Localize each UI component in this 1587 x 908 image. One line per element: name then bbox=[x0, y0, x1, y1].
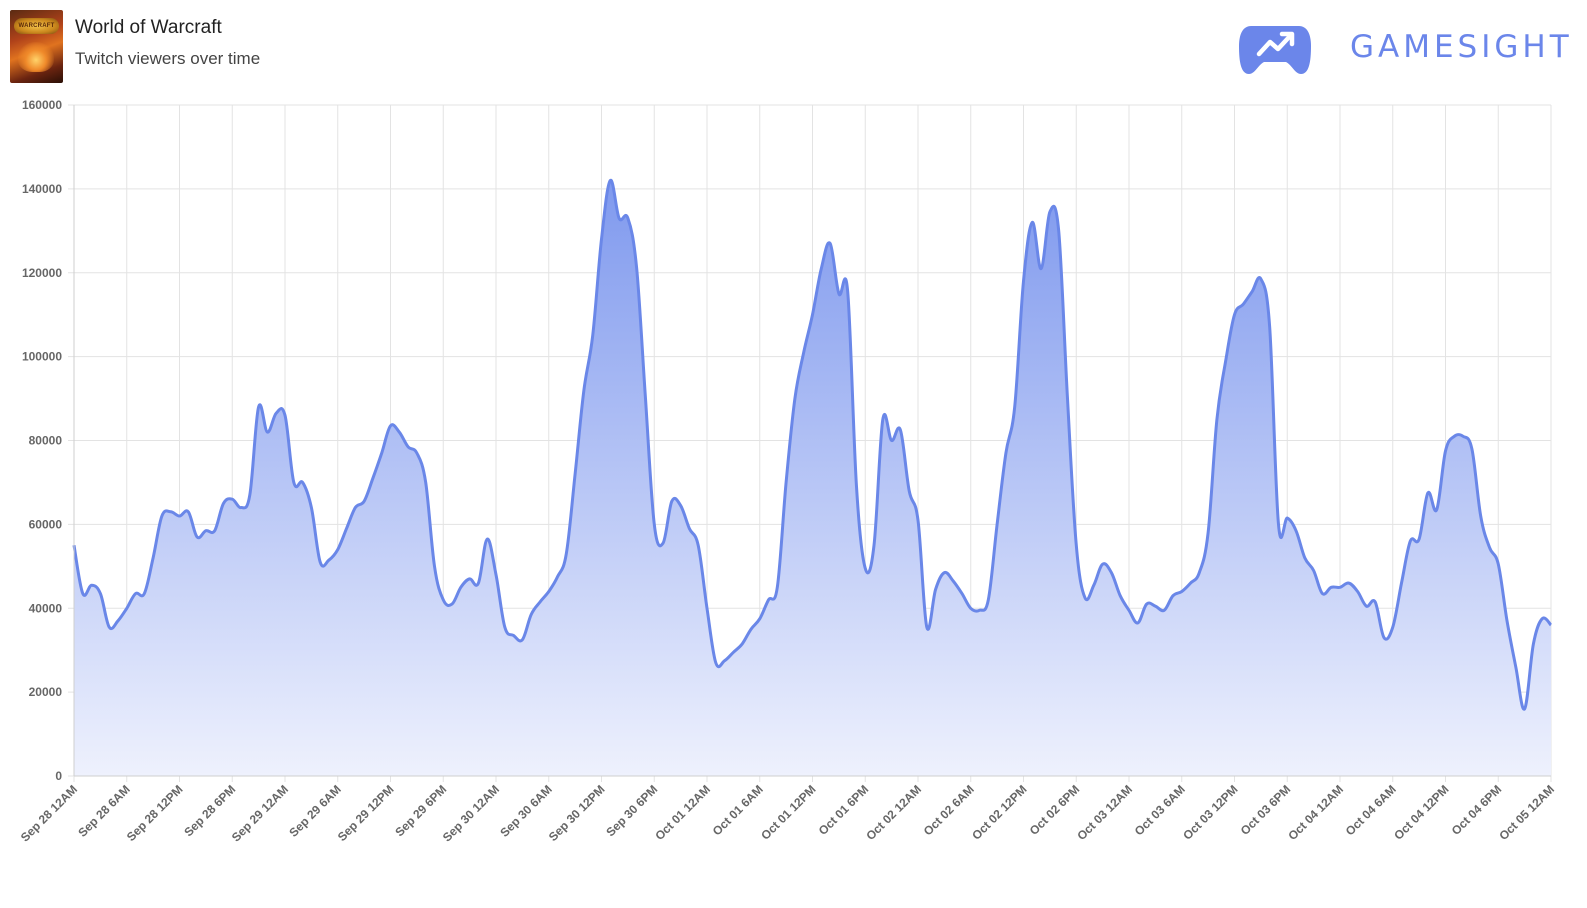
x-tick-label: Oct 02 6PM bbox=[1027, 782, 1083, 838]
x-tick-label: Sep 29 6PM bbox=[392, 782, 449, 839]
x-tick-label: Oct 04 6PM bbox=[1449, 782, 1505, 838]
x-tick-label: Oct 03 12AM bbox=[1074, 782, 1135, 843]
brand-name: GAMESIGHT bbox=[1350, 29, 1573, 65]
x-tick-label: Sep 29 12AM bbox=[229, 782, 291, 844]
y-tick-label: 0 bbox=[55, 769, 62, 783]
x-tick-label: Oct 02 12AM bbox=[863, 782, 924, 843]
y-tick-label: 60000 bbox=[29, 517, 63, 531]
x-tick-label: Oct 02 12PM bbox=[969, 782, 1029, 842]
x-tick-label: Oct 01 12AM bbox=[652, 782, 713, 843]
x-tick-label: Sep 29 12PM bbox=[335, 782, 397, 844]
y-tick-label: 80000 bbox=[29, 434, 63, 448]
cover-art bbox=[18, 42, 54, 72]
gamepad-trend-icon bbox=[1239, 26, 1311, 74]
y-tick-label: 160000 bbox=[22, 98, 62, 112]
game-cover-image: WARCRAFT bbox=[10, 10, 63, 83]
viewers-chart: 0 20000 40000 60000 80000 100000 120000 140000 1… bbox=[18, 98, 1557, 844]
x-tick-label: Oct 03 12PM bbox=[1180, 782, 1240, 842]
series-area bbox=[74, 180, 1551, 776]
y-tick-label: 140000 bbox=[22, 182, 62, 196]
x-tick-label: Oct 04 12AM bbox=[1285, 782, 1346, 843]
chart-subtitle: Twitch viewers over time bbox=[75, 49, 261, 68]
x-tick-label: Oct 01 6AM bbox=[710, 782, 766, 838]
x-tick-label: Oct 03 6AM bbox=[1132, 782, 1188, 838]
y-tick-label: 120000 bbox=[22, 266, 62, 280]
x-tick-label: Sep 28 6PM bbox=[181, 782, 238, 839]
x-tick-label: Sep 30 6PM bbox=[603, 782, 660, 839]
x-tick-label: Oct 02 6AM bbox=[921, 782, 977, 838]
y-tick-label: 40000 bbox=[29, 601, 63, 615]
x-tick-label: Sep 30 6AM bbox=[497, 782, 555, 840]
x-tick-label: Oct 04 12PM bbox=[1391, 782, 1451, 842]
x-tick-label: Sep 28 6AM bbox=[75, 782, 133, 840]
x-tick-label: Oct 01 12PM bbox=[758, 782, 818, 842]
y-tick-label: 100000 bbox=[22, 350, 62, 364]
game-title: World of Warcraft bbox=[75, 17, 222, 38]
chart-header: WARCRAFT World of Warcraft Twitch viewer… bbox=[0, 0, 1587, 95]
x-tick-label: Oct 04 6AM bbox=[1343, 782, 1399, 838]
x-tick-label: Sep 28 12AM bbox=[18, 782, 80, 844]
y-tick-label: 20000 bbox=[29, 685, 63, 699]
x-tick-label: Oct 05 12AM bbox=[1496, 782, 1557, 843]
x-tick-label: Oct 01 6PM bbox=[816, 782, 872, 838]
x-tick-label: Sep 30 12AM bbox=[440, 782, 502, 844]
series-line bbox=[72, 178, 1553, 711]
cover-logo: WARCRAFT bbox=[14, 18, 59, 34]
x-tick-label: Oct 03 6PM bbox=[1238, 782, 1294, 838]
x-tick-label: Sep 28 12PM bbox=[124, 782, 186, 844]
chart-area: 0 20000 40000 60000 80000 100000 120000 140000 1… bbox=[0, 95, 1587, 903]
x-tick-label: Sep 29 6AM bbox=[286, 782, 344, 840]
x-tick-label: Sep 30 12PM bbox=[546, 782, 608, 844]
